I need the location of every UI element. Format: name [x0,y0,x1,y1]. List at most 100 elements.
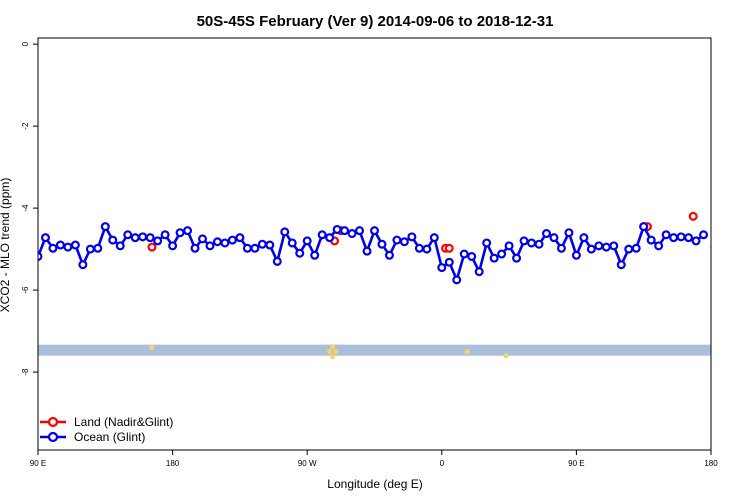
ocean-point [661,230,671,240]
ocean-point [571,250,581,260]
ocean-point [564,228,574,238]
ocean-point [347,229,357,239]
ocean-point [482,238,492,248]
station-marker [327,349,333,355]
ocean-point [183,226,193,236]
ocean-point [153,236,163,246]
ocean-point [669,233,679,243]
ocean-point [198,234,208,244]
ocean-point [556,243,566,253]
ocean-point [586,244,596,254]
ocean-point [317,230,327,240]
ocean-point [624,244,634,254]
station-band-layer [38,344,719,360]
x-tick-label: 0 [440,459,445,468]
ocean-point [340,226,350,236]
station-marker [464,349,470,355]
ocean-point [527,238,537,248]
ocean-point [459,249,469,259]
ocean-point [384,250,394,260]
chart-title: 50S-45S February (Ver 9) 2014-09-06 to 2… [197,13,554,30]
station-band [38,344,711,356]
ocean-point [175,228,185,238]
x-tick-label: 180 [704,459,718,468]
ocean-point [639,222,649,232]
ocean-point [130,233,140,243]
ocean-point [145,233,155,243]
ocean-point [646,235,656,245]
ocean-point [280,227,290,237]
y-tick-label: -2 [21,122,30,130]
ocean-point [295,248,305,258]
land-point [710,244,711,250]
ocean-point [235,233,245,243]
ocean-point [392,235,402,245]
ocean-point [212,237,222,247]
ocean-point [616,260,626,270]
ocean-point [63,242,73,252]
ocean-point [100,222,110,232]
y-tick-label: -6 [21,286,30,294]
ocean-point [676,232,686,242]
legend: Land (Nadir&Glint)Ocean (Glint) [40,415,173,444]
ocean-point [55,240,65,250]
ocean-point [205,241,215,251]
ocean-point [227,235,237,245]
ocean-point [287,238,297,248]
ocean-point [489,253,499,263]
ocean-point [302,236,312,246]
land-point [444,243,454,253]
ocean-point [48,243,58,253]
ocean-point [467,252,477,262]
ocean-point [242,243,252,253]
station-marker [330,344,336,350]
ocean-point [220,238,230,248]
ocean-point [699,230,709,240]
ocean-point [78,260,88,270]
legend-label: Ocean (Glint) [74,430,145,444]
ocean-point [534,239,544,249]
ocean-point [85,244,95,254]
plot-frame [37,37,712,451]
y-tick-label: -8 [21,368,30,376]
ocean-point [429,233,439,243]
ocean-point [160,230,170,240]
ocean-point [512,253,522,263]
legend-label: Land (Nadir&Glint) [74,415,173,429]
x-tick-label: 90 E [30,459,46,468]
ocean-point [190,243,200,253]
ocean-point [265,240,275,250]
ocean-point [399,237,409,247]
ocean-point [414,243,424,253]
legend-swatch-marker [47,416,59,428]
ocean-point [437,263,447,273]
ocean-point [123,230,133,240]
ocean-point [474,267,484,277]
ocean-point [257,239,267,249]
ocean-point [115,241,125,251]
y-axis-label: XCO2 - MLO trend (ppm) [0,178,12,313]
ocean-point [70,240,80,250]
ocean-point [38,252,43,262]
ocean-point [370,226,380,236]
ocean-point [631,243,641,253]
series-layer [38,211,711,285]
ocean-point [654,241,664,251]
ocean-point [40,233,50,243]
station-marker [714,345,719,350]
axes-layer: 90 E 180 90 W 0 90 E 180 0 -2 -4 -6 -8 [21,37,718,468]
station-marker [149,344,155,351]
ocean-point [691,236,701,246]
ocean-point [355,226,365,236]
legend-swatch-marker [47,431,59,443]
ocean-point [549,233,559,243]
x-tick-label: 180 [166,459,180,468]
ocean-point [519,236,529,246]
ocean-point [272,256,282,266]
ocean-point [609,241,619,251]
ocean-point [250,243,260,253]
ocean-point [108,235,118,245]
y-tick-label: 0 [21,41,30,46]
ocean-point [325,233,335,243]
